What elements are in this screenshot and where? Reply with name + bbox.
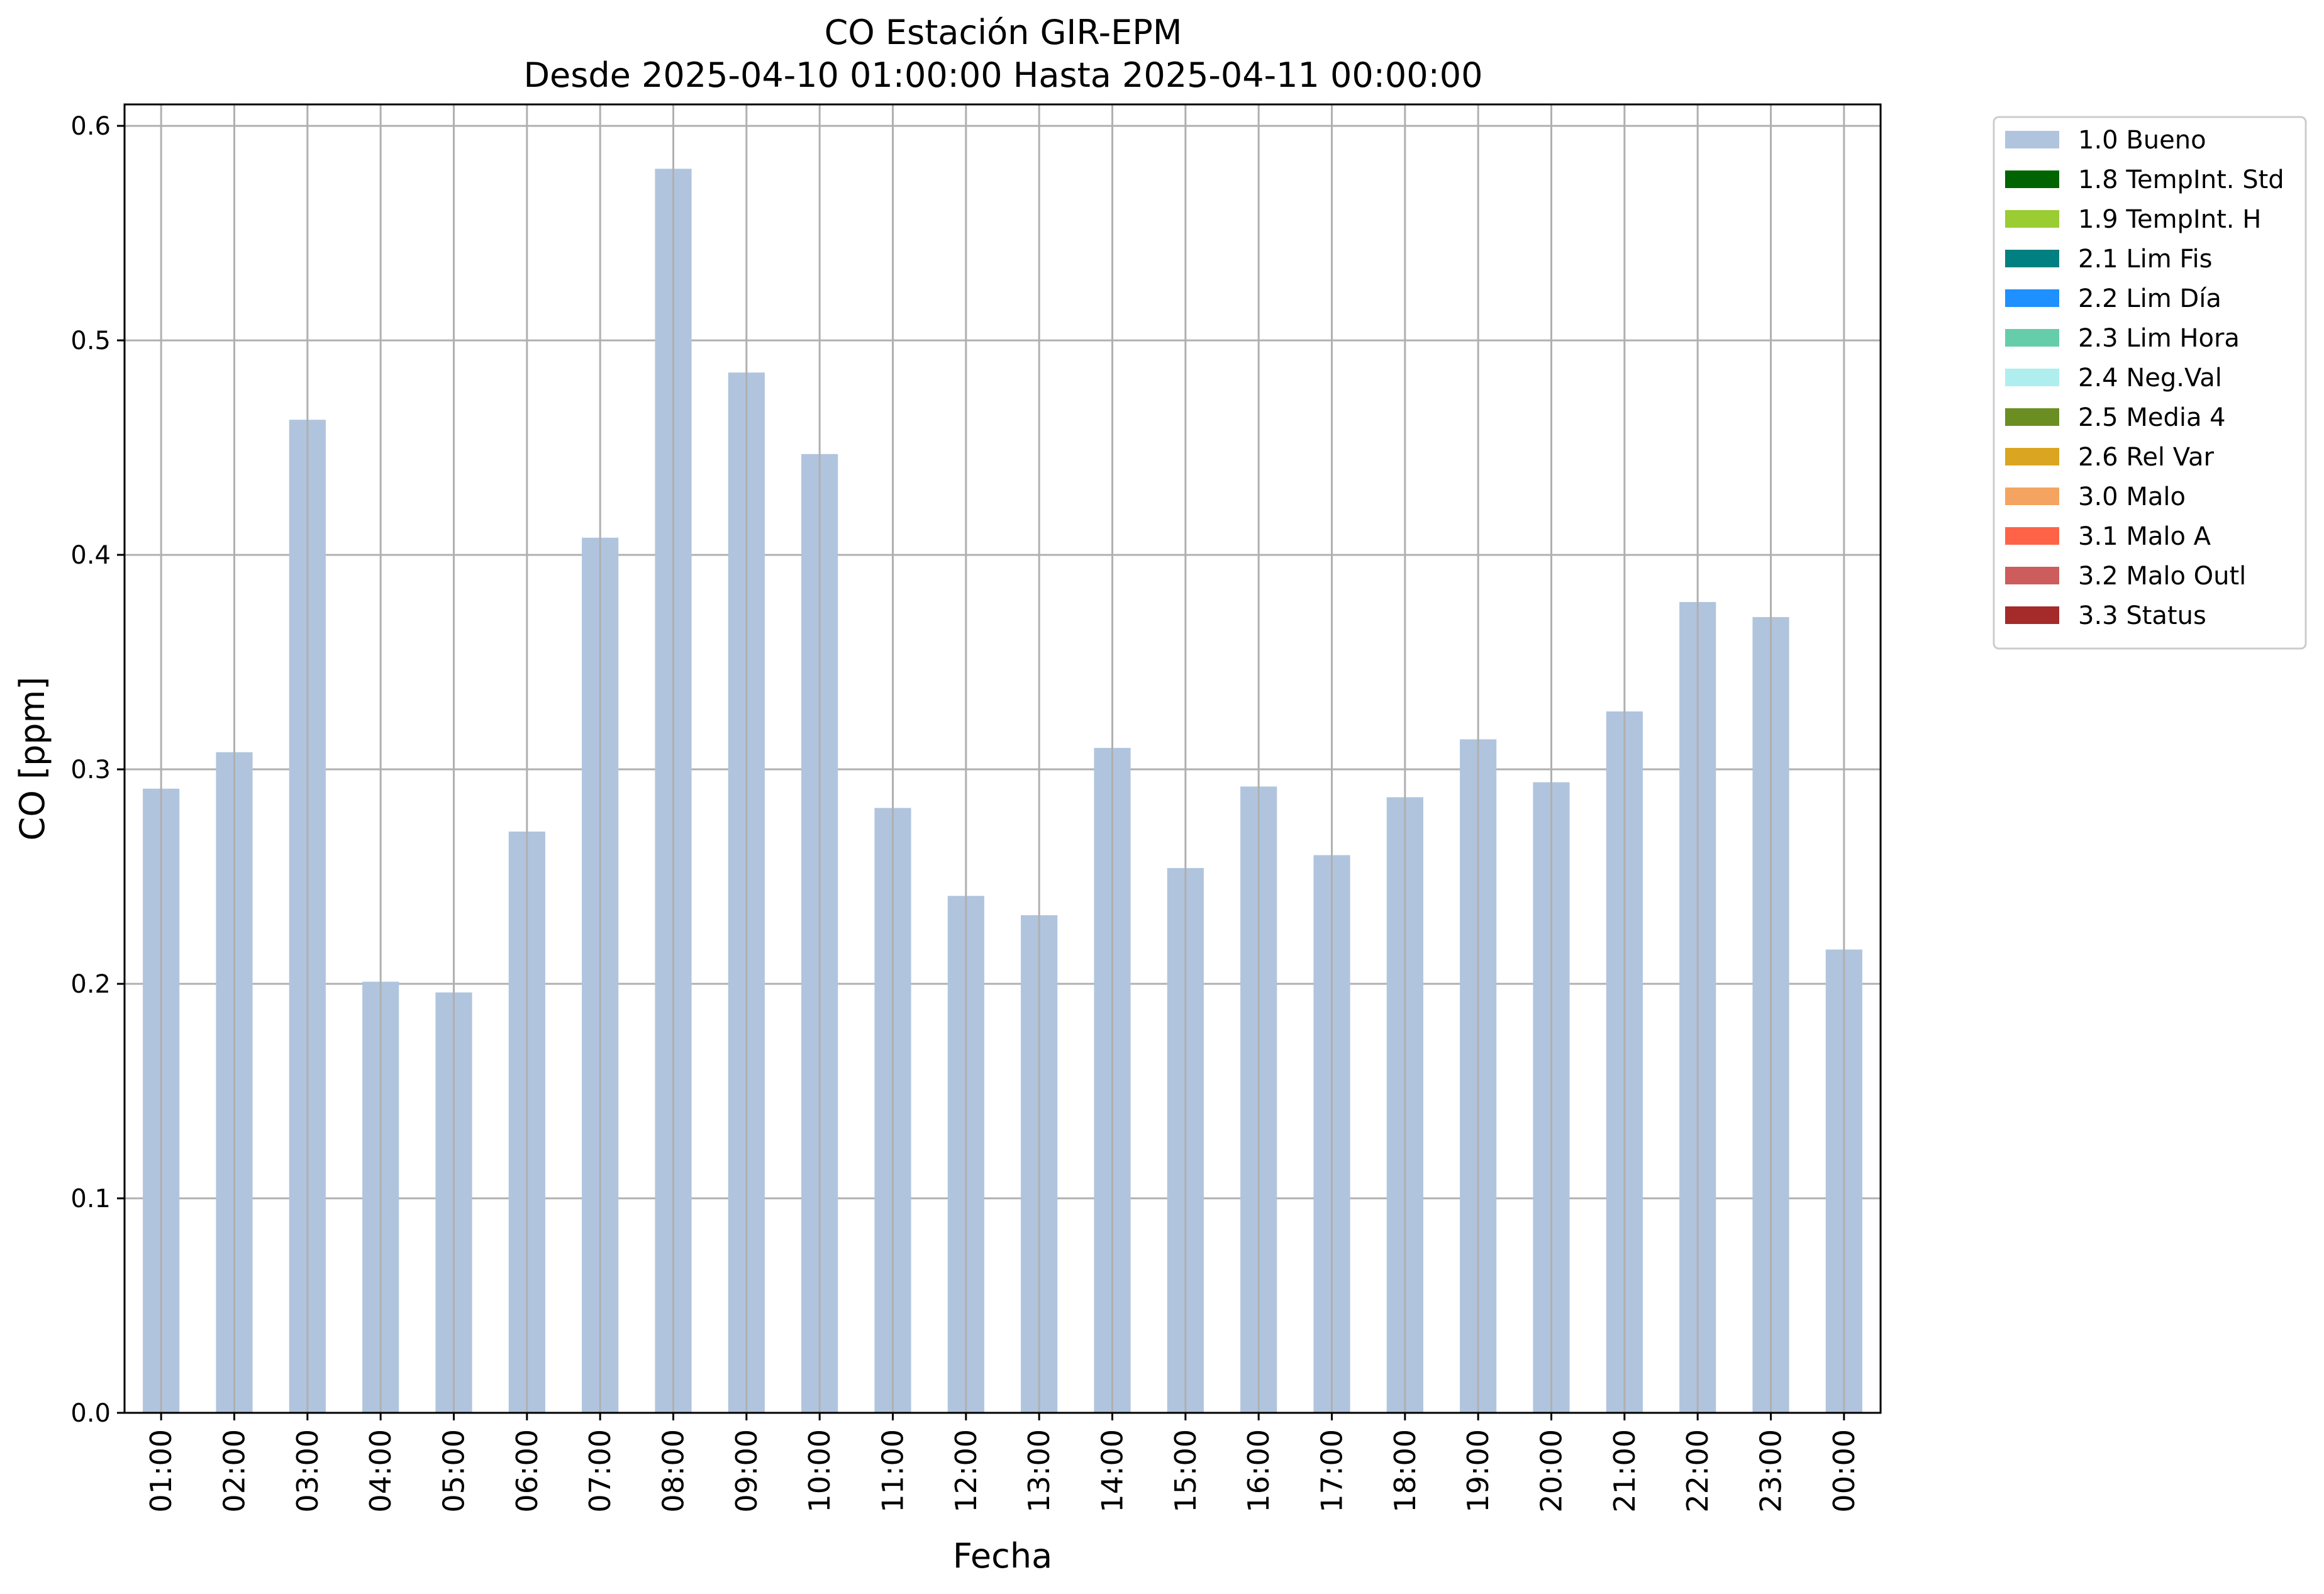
legend-swatch: [2005, 408, 2059, 426]
chart-title: CO Estación GIR-EPM: [825, 13, 1182, 52]
y-axis: 0.0 0.1 0.2 0.3 0.4 0.5 0.6: [70, 112, 125, 1428]
legend-label: 2.5 Media 4: [2078, 403, 2226, 432]
legend-swatch: [2005, 289, 2059, 307]
x-tick-label: 22:00: [1681, 1429, 1715, 1513]
x-tick-label: 18:00: [1388, 1429, 1422, 1513]
x-tick-label: 09:00: [730, 1429, 764, 1513]
y-tick-label: 0.4: [70, 541, 111, 570]
grid-lines: [125, 125, 1881, 1414]
legend-frame: [1993, 116, 2307, 650]
x-tick-label: 00:00: [1827, 1429, 1861, 1513]
bars: [143, 169, 1862, 1413]
legend-swatch: [2005, 527, 2059, 545]
legend-label: 1.0 Bueno: [2078, 126, 2206, 155]
legend-label: 3.1 Malo A: [2078, 522, 2211, 551]
plot-frame: [123, 103, 1882, 1414]
legend-label: 2.1 Lim Fis: [2078, 245, 2212, 274]
x-tick-label: 10:00: [803, 1429, 837, 1513]
legend-swatch: [2005, 488, 2059, 505]
legend-swatch: [2005, 250, 2059, 267]
x-axis-label: Fecha: [953, 1536, 1052, 1576]
legend-swatch: [2005, 369, 2059, 386]
x-tick-label: 02:00: [218, 1429, 252, 1513]
x-axis: 01:00 02:00 03:00 04:00 05:00 06:00 07:00 08:00…: [144, 1413, 1861, 1513]
x-tick-label: 16:00: [1242, 1429, 1276, 1513]
legend-label: 1.8 TempInt. Std: [2078, 165, 2284, 194]
x-tick-label: 14:00: [1096, 1429, 1130, 1513]
y-tick-label: 0.2: [70, 970, 111, 999]
legend: 1.0 Bueno 1.8 TempInt. Std 1.9 TempInt. H 2…: [1993, 116, 2307, 650]
x-tick-label: 05:00: [437, 1429, 471, 1513]
legend-label: 3.2 Malo Outl: [2078, 562, 2246, 591]
x-tick-label: 17:00: [1315, 1429, 1349, 1513]
legend-swatch: [2005, 210, 2059, 228]
y-tick-label: 0.0: [70, 1399, 111, 1428]
x-tick-label: 07:00: [583, 1429, 617, 1513]
x-tick-label: 06:00: [510, 1429, 544, 1513]
x-tick-label: 19:00: [1461, 1429, 1495, 1513]
legend-label: 2.4 Neg.Val: [2078, 364, 2222, 393]
legend-label: 2.3 Lim Hora: [2078, 324, 2240, 353]
legend-label: 1.9 TempInt. H: [2078, 205, 2261, 234]
legend-swatch: [2005, 170, 2059, 188]
legend-swatch: [2005, 131, 2059, 148]
legend-label: 3.0 Malo: [2078, 482, 2186, 511]
y-tick-label: 0.5: [70, 326, 111, 355]
y-tick-label: 0.3: [70, 755, 111, 784]
y-axis-label: CO [ppm]: [13, 677, 52, 841]
legend-label: 2.6 Rel Var: [2078, 443, 2215, 472]
legend-swatch: [2005, 329, 2059, 347]
legend-label: 2.2 Lim Día: [2078, 284, 2221, 313]
y-tick-label: 0.1: [70, 1184, 111, 1213]
chart-subtitle: Desde 2025-04-10 01:00:00 Hasta 2025-04-…: [523, 55, 1482, 95]
y-tick-label: 0.6: [70, 112, 111, 141]
x-tick-label: 03:00: [291, 1429, 325, 1513]
x-tick-label: 12:00: [949, 1429, 983, 1513]
x-tick-label: 04:00: [364, 1429, 398, 1513]
x-tick-label: 01:00: [144, 1429, 178, 1513]
x-tick-label: 11:00: [876, 1429, 910, 1513]
x-tick-label: 21:00: [1608, 1429, 1642, 1513]
vertical-grid-lines: [160, 104, 1845, 1413]
legend-swatch: [2005, 448, 2059, 465]
legend-swatch: [2005, 567, 2059, 584]
x-tick-label: 20:00: [1535, 1429, 1569, 1513]
x-tick-label: 13:00: [1022, 1429, 1056, 1513]
x-tick-label: 08:00: [657, 1429, 691, 1513]
x-tick-label: 23:00: [1754, 1429, 1788, 1513]
x-tick-label: 15:00: [1169, 1429, 1203, 1513]
legend-swatch: [2005, 606, 2059, 624]
legend-label: 3.3 Status: [2078, 601, 2206, 630]
